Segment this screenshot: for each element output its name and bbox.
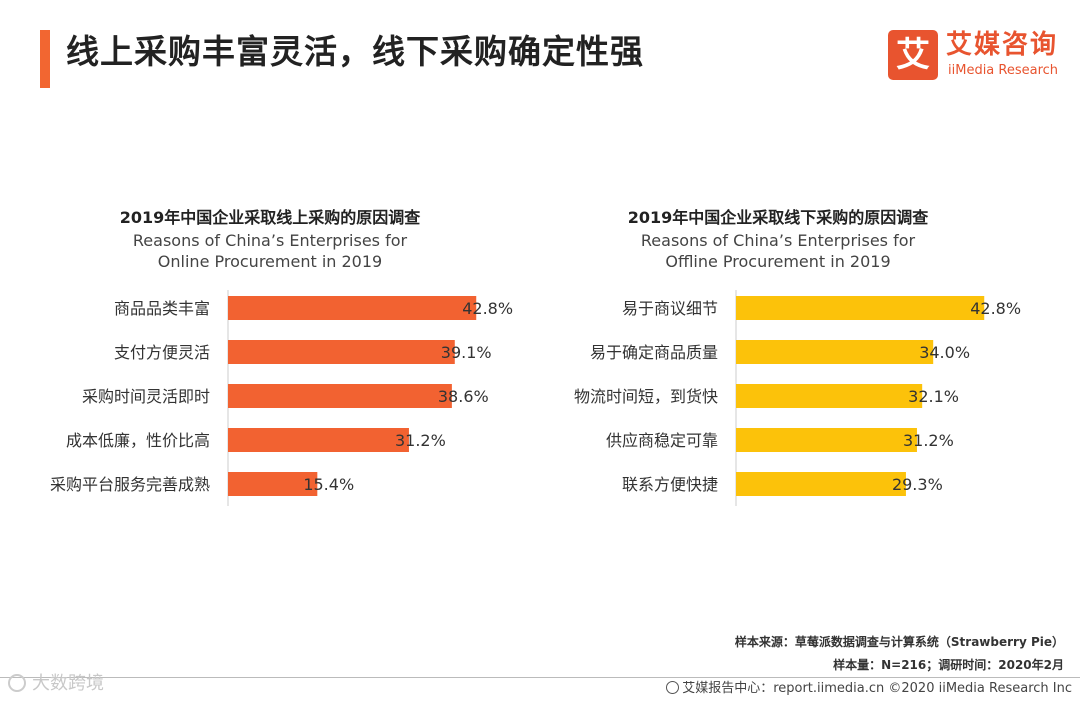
chart-title-en: Reasons of China’s Enterprises for Onlin… <box>132 231 408 271</box>
footer-copyright: 艾媒报告中心：report.iimedia.cn ©2020 iiMedia R… <box>666 680 1072 698</box>
value-label: 29.3% <box>892 475 943 494</box>
footer-divider <box>0 677 1080 678</box>
iimedia-logo: 艾 艾媒咨询 iiMedia Research <box>888 28 1068 84</box>
category-label: 联系方便快捷 <box>622 475 718 494</box>
value-label: 38.6% <box>438 387 489 406</box>
logo-mark-icon: 艾 <box>888 30 938 80</box>
category-label: 采购平台服务完善成熟 <box>50 475 210 494</box>
value-label: 31.2% <box>395 431 446 450</box>
title-accent-bar <box>40 30 50 88</box>
online-chart-plot: 商品品类丰富 42.8% 支付方便灵活 39.1% 采购时间灵活即时 38.6% 成本低廉，… <box>50 290 513 506</box>
watermark-icon <box>8 674 26 692</box>
online-reasons-chart: 2019年中国企业采取线上采购的原因调查 Reasons of China’s … <box>20 200 540 520</box>
bar <box>736 340 934 364</box>
watermark: 大数跨境 <box>8 672 104 696</box>
value-label: 42.8% <box>462 299 513 318</box>
category-label: 商品品类丰富 <box>114 299 210 318</box>
footer-copyright-text: 艾媒报告中心：report.iimedia.cn ©2020 iiMedia R… <box>682 681 1072 696</box>
bar <box>228 472 318 496</box>
category-label: 供应商稳定可靠 <box>606 431 718 450</box>
category-label: 采购时间灵活即时 <box>82 387 210 406</box>
bar <box>228 384 452 408</box>
value-label: 39.1% <box>441 343 492 362</box>
bar <box>228 296 477 320</box>
value-label: 31.2% <box>903 431 954 450</box>
sample-size-date: 样本量：N=216；调研时间：2020年2月 <box>833 658 1064 672</box>
bar <box>736 296 985 320</box>
category-label: 成本低廉，性价比高 <box>66 431 210 450</box>
value-label: 15.4% <box>303 475 354 494</box>
bar <box>228 428 409 452</box>
bar <box>228 340 455 364</box>
category-label: 易于确定商品质量 <box>590 343 718 362</box>
value-label: 34.0% <box>919 343 970 362</box>
chart-title-cn: 2019年中国企业采取线下采购的原因调查 <box>627 208 929 227</box>
category-label: 易于商议细节 <box>622 299 718 318</box>
bar <box>736 472 906 496</box>
category-label: 物流时间短，到货快 <box>574 387 718 406</box>
page-title: 线上采购丰富灵活，线下采购确定性强 <box>66 32 644 71</box>
watermark-text: 大数跨境 <box>32 673 104 694</box>
value-label: 32.1% <box>908 387 959 406</box>
bar <box>736 384 923 408</box>
chart-title-en: Reasons of China’s Enterprises for Offli… <box>640 231 916 271</box>
sample-source: 样本来源：草莓派数据调查与计算系统（Strawberry Pie） <box>734 635 1064 649</box>
offline-chart-plot: 易于商议细节 42.8% 易于确定商品质量 34.0% 物流时间短，到货快 32.1% 供应… <box>574 290 1021 506</box>
offline-reasons-chart: 2019年中国企业采取线下采购的原因调查 Reasons of China’s … <box>528 200 1048 520</box>
logo-name-cn: 艾媒咨询 <box>946 30 1059 60</box>
value-label: 42.8% <box>970 299 1021 318</box>
category-label: 支付方便灵活 <box>114 343 210 362</box>
logo-name-en: iiMedia Research <box>948 63 1059 78</box>
chart-title-cn: 2019年中国企业采取线上采购的原因调查 <box>119 208 421 227</box>
bar <box>736 428 917 452</box>
globe-icon <box>666 681 680 694</box>
